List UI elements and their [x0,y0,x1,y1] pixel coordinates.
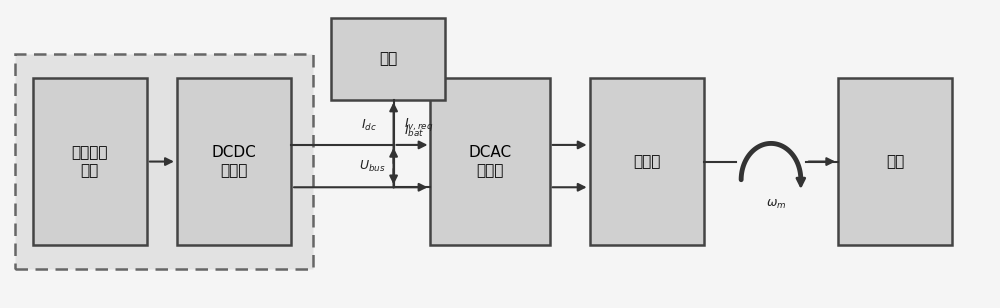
FancyBboxPatch shape [33,79,147,245]
Text: DCAC
转换器: DCAC 转换器 [468,145,512,178]
Text: DCDC
变换器: DCDC 变换器 [212,145,256,178]
Text: $I_{bat}$: $I_{bat}$ [404,124,424,139]
Text: $\omega_m$: $\omega_m$ [766,198,786,211]
FancyBboxPatch shape [15,54,313,269]
FancyBboxPatch shape [177,79,291,245]
Text: 电动机: 电动机 [633,154,660,169]
Text: 电池: 电池 [379,51,397,66]
Text: 燃料电池
系统: 燃料电池 系统 [72,145,108,178]
FancyBboxPatch shape [331,18,445,99]
FancyBboxPatch shape [430,79,550,245]
FancyBboxPatch shape [838,79,952,245]
Text: $I_{dc}$: $I_{dc}$ [361,118,377,133]
FancyBboxPatch shape [590,79,704,245]
Text: 车体: 车体 [886,154,904,169]
Text: $U_{bus}$: $U_{bus}$ [359,159,386,174]
Text: $I_{v,req}$: $I_{v,req}$ [404,116,433,133]
